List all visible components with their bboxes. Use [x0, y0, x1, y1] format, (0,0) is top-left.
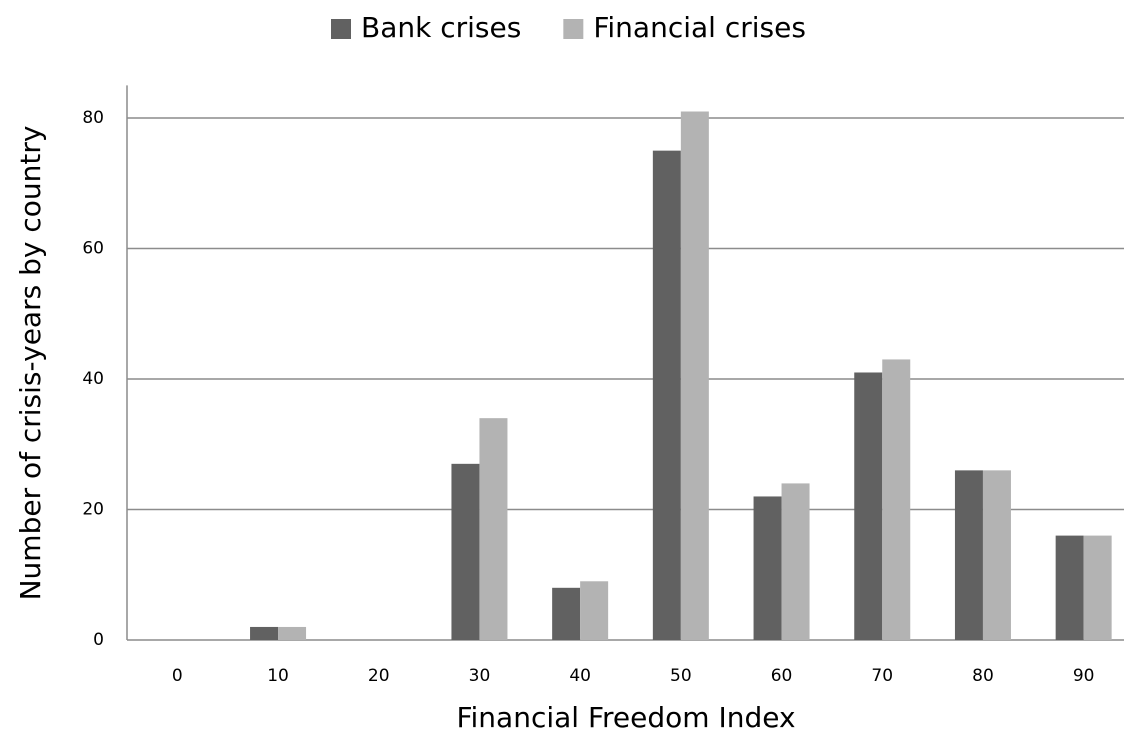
bar [552, 587, 581, 640]
bar [882, 359, 911, 640]
bar [1083, 535, 1112, 640]
y-tick-label: 40 [82, 369, 104, 389]
x-tick-label: 30 [469, 666, 491, 686]
x-tick-label: 40 [569, 666, 591, 686]
legend-swatch [331, 19, 351, 39]
legend-label: Bank crises [361, 11, 521, 44]
y-tick-label: 20 [82, 500, 104, 520]
x-tick-label: 90 [1073, 666, 1095, 686]
bar [680, 111, 709, 640]
x-tick-label: 70 [871, 666, 893, 686]
bar [1055, 535, 1084, 640]
bar [982, 470, 1011, 640]
x-tick-label: 80 [972, 666, 994, 686]
y-tick-label: 80 [82, 108, 104, 128]
bar [954, 470, 983, 640]
legend-label: Financial crises [593, 11, 806, 44]
bar [250, 626, 279, 640]
bar [580, 581, 609, 640]
bar [753, 496, 782, 640]
y-tick-label: 60 [82, 239, 104, 259]
x-tick-label: 10 [267, 666, 289, 686]
x-tick-label: 20 [368, 666, 390, 686]
bar [451, 463, 480, 640]
x-tick-label: 60 [771, 666, 793, 686]
y-tick-label: 0 [93, 630, 104, 650]
x-tick-label: 50 [670, 666, 692, 686]
bar [781, 483, 810, 640]
bar [652, 150, 681, 640]
bar [854, 372, 883, 640]
bar [278, 626, 307, 640]
legend-swatch [563, 19, 584, 39]
bar [479, 418, 508, 640]
x-axis-title: Financial Freedom Index [456, 701, 795, 734]
y-axis-title: Number of crisis-years by country [14, 126, 47, 601]
x-tick-label: 0 [172, 666, 183, 686]
